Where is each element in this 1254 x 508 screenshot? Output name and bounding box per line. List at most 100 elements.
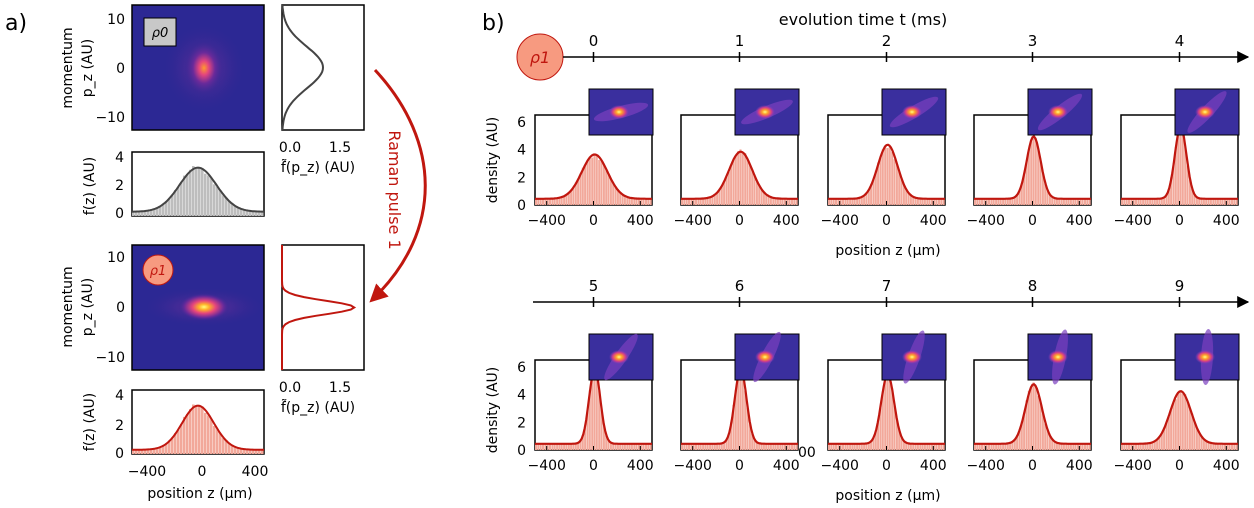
density-bar bbox=[748, 424, 751, 450]
density-bar bbox=[1067, 198, 1070, 205]
density-bar bbox=[1018, 190, 1021, 205]
density-bar bbox=[1193, 194, 1196, 205]
density-xtick: 400 bbox=[773, 213, 800, 229]
density-bar bbox=[1006, 198, 1009, 205]
density-bar bbox=[730, 165, 733, 205]
density-bar bbox=[1011, 198, 1014, 205]
histogram-1-bar bbox=[138, 211, 141, 216]
density-bar bbox=[793, 443, 796, 450]
density-bar bbox=[1130, 443, 1133, 450]
density-bar bbox=[591, 157, 594, 205]
density-bar bbox=[556, 198, 559, 205]
density-bar bbox=[1174, 147, 1177, 205]
histogram-2-bar bbox=[183, 416, 186, 454]
histogram-1-bar bbox=[180, 181, 183, 216]
density-bar bbox=[553, 443, 556, 450]
density-bar bbox=[931, 443, 933, 450]
density-bar bbox=[751, 169, 754, 205]
density-bar bbox=[574, 182, 577, 205]
density-bar bbox=[877, 162, 880, 205]
density-bar bbox=[978, 198, 981, 205]
density-bar bbox=[727, 433, 730, 450]
density-fit-curve bbox=[828, 143, 945, 200]
density-bar bbox=[621, 194, 624, 205]
density-bar bbox=[905, 442, 908, 450]
histogram-2-bar bbox=[243, 449, 246, 454]
density-bar bbox=[837, 198, 840, 205]
density-bar bbox=[584, 165, 587, 205]
density-bar bbox=[767, 443, 770, 450]
density-xtick: 0 bbox=[1175, 458, 1184, 474]
density-bar bbox=[570, 190, 573, 205]
time-tick-label: 1 bbox=[735, 32, 745, 50]
density-bar bbox=[985, 443, 988, 450]
histogram-2-bar bbox=[168, 441, 171, 454]
histogram-1-bar bbox=[249, 211, 252, 216]
density-bar bbox=[572, 443, 575, 450]
density-bar bbox=[706, 197, 709, 205]
density-bar bbox=[565, 194, 568, 205]
time-tick-label: 4 bbox=[1175, 32, 1185, 50]
side-xtick-1: 1.5 bbox=[329, 140, 351, 156]
density-bar bbox=[1069, 198, 1072, 205]
density-bar bbox=[1137, 198, 1140, 205]
density-bar bbox=[732, 158, 735, 205]
density-bar bbox=[781, 198, 784, 205]
histogram-1-bar bbox=[144, 210, 147, 216]
density-bar bbox=[1072, 198, 1075, 205]
density-bar bbox=[560, 443, 563, 450]
side2-xtick-1: 1.5 bbox=[329, 380, 351, 396]
density-bar bbox=[1067, 443, 1070, 450]
density-bar bbox=[1072, 443, 1075, 450]
density-bar bbox=[1160, 198, 1163, 205]
density-xtick: −400 bbox=[527, 213, 565, 229]
density-bar bbox=[999, 443, 1002, 450]
density-bar bbox=[919, 198, 922, 205]
density-bar bbox=[1004, 443, 1007, 450]
density-bar bbox=[713, 194, 716, 205]
histogram-2-bar bbox=[213, 426, 216, 454]
density-bar bbox=[544, 198, 547, 205]
density-bar bbox=[795, 443, 798, 450]
density-bar bbox=[588, 390, 591, 450]
density-bar bbox=[832, 198, 835, 205]
density-bar bbox=[718, 443, 721, 450]
density-bar bbox=[1184, 393, 1187, 450]
density-bar bbox=[1004, 198, 1007, 205]
density-fit-curve bbox=[535, 153, 652, 200]
histogram-2-bar bbox=[162, 445, 165, 454]
density-bar bbox=[695, 443, 697, 450]
density-bar bbox=[1207, 442, 1210, 450]
phase-space-thumbnail bbox=[1027, 88, 1093, 136]
density-bar bbox=[1163, 197, 1166, 205]
density-fit-curve bbox=[974, 135, 1091, 200]
density-bar bbox=[999, 198, 1002, 205]
histogram-2-bar bbox=[246, 449, 249, 454]
density-bar bbox=[935, 198, 938, 205]
histogram-1-bar bbox=[174, 190, 177, 216]
density-bar bbox=[1132, 443, 1135, 450]
density-bar bbox=[549, 443, 551, 450]
density-bar bbox=[888, 146, 891, 205]
density-bar bbox=[542, 198, 544, 205]
density-xtick: 0 bbox=[589, 458, 598, 474]
density-bar bbox=[907, 193, 910, 205]
density-bar bbox=[556, 443, 559, 450]
density-bar bbox=[923, 198, 926, 205]
density-bar bbox=[898, 429, 901, 450]
density-bar bbox=[544, 443, 547, 450]
density-bar bbox=[755, 442, 758, 450]
density-bar bbox=[786, 443, 789, 450]
heatmap2-ytick-bot: −10 bbox=[95, 350, 125, 366]
density-bar bbox=[895, 418, 898, 450]
density-bar bbox=[706, 443, 709, 450]
density-bar bbox=[551, 443, 554, 450]
heatmap2-ylabel-top: momentum bbox=[60, 266, 76, 347]
density-bar bbox=[860, 196, 863, 205]
density-bar bbox=[1025, 400, 1028, 450]
histogram-1-bar bbox=[228, 200, 231, 216]
density-bar bbox=[867, 189, 870, 205]
heatmap1-ytick-mid: 0 bbox=[116, 61, 125, 77]
side-profile-1-curve bbox=[281, 4, 325, 131]
density-bar bbox=[849, 443, 852, 450]
